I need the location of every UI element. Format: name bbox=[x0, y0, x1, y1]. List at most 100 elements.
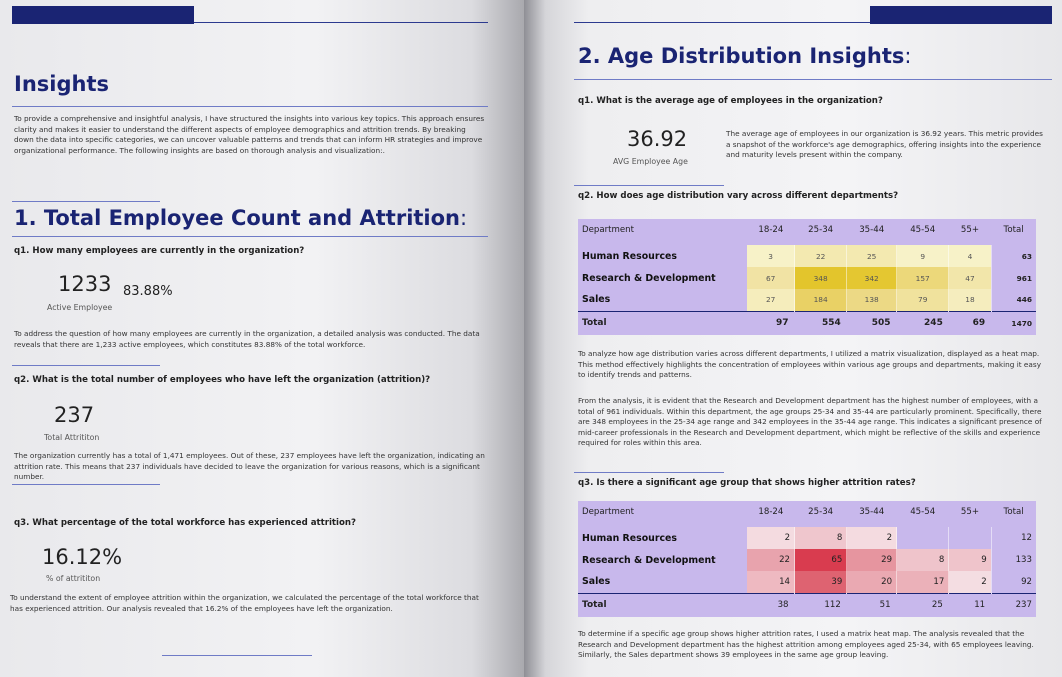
matrix-header-cell: 45-54 bbox=[896, 219, 949, 241]
divider bbox=[12, 106, 488, 107]
matrix-header-cell: 45-54 bbox=[896, 501, 949, 523]
intro-text: To provide a comprehensive and insightfu… bbox=[14, 114, 485, 155]
matrix-dept-label: Research & Development bbox=[578, 267, 748, 289]
question-q2-age: q2. How does age distribution vary acros… bbox=[578, 191, 899, 201]
attrition-pct-label: % of attrititon bbox=[46, 574, 101, 583]
matrix-header-cell: 18-24 bbox=[747, 501, 795, 523]
q3-age-text: To determine if a specific age group sho… bbox=[578, 629, 1034, 660]
matrix-total-cell: 505 bbox=[846, 310, 897, 335]
matrix-total-label: Total bbox=[578, 592, 748, 617]
avg-age-text: The average age of employees in our orga… bbox=[726, 129, 1043, 160]
header-bar-left bbox=[12, 6, 194, 24]
matrix-total-cell: 51 bbox=[846, 592, 897, 617]
q3-text: To understand the extent of employee att… bbox=[10, 593, 479, 613]
header-line-left bbox=[194, 22, 488, 23]
matrix-row-total: 92 bbox=[991, 571, 1036, 593]
matrix-cell: 18 bbox=[948, 289, 992, 311]
matrix-cell: 138 bbox=[846, 289, 898, 311]
matrix-cell: 79 bbox=[896, 289, 950, 311]
matrix-total-cell: 97 bbox=[747, 310, 795, 335]
matrix-row-total: 961 bbox=[991, 267, 1036, 289]
matrix-cell: 29 bbox=[846, 549, 898, 571]
matrix-cell: 2 bbox=[846, 527, 898, 549]
matrix-cell: 348 bbox=[794, 267, 848, 289]
matrix-cell: 184 bbox=[794, 289, 848, 311]
avg-age-value: 36.92 bbox=[627, 127, 688, 151]
matrix-header-cell: 25-34 bbox=[794, 501, 847, 523]
matrix-row: Sales 27 184 138 79 18 446 bbox=[578, 289, 1036, 311]
matrix-dept-label: Human Resources bbox=[578, 527, 748, 549]
matrix-cell: 27 bbox=[747, 289, 796, 311]
matrix-total-cell: 38 bbox=[747, 592, 795, 617]
header-line-right bbox=[574, 22, 870, 23]
insights-title: Insights bbox=[14, 72, 109, 96]
matrix-cell: 3 bbox=[747, 245, 796, 267]
total-attrition-label: Total Attrititon bbox=[44, 433, 100, 442]
matrix-header-cell: Total bbox=[991, 219, 1036, 241]
matrix-total-cell: 11 bbox=[948, 592, 992, 617]
question-q1: q1. How many employees are currently in … bbox=[14, 246, 305, 256]
header-bar-right bbox=[870, 6, 1052, 24]
matrix-cell: 39 bbox=[794, 571, 848, 593]
matrix-header-cell: 35-44 bbox=[846, 219, 897, 241]
matrix-cell: 14 bbox=[747, 571, 796, 593]
matrix-header-cell: 18-24 bbox=[747, 219, 795, 241]
matrix-cell: 2 bbox=[948, 571, 992, 593]
footer-line bbox=[162, 655, 312, 656]
age-department-matrix: Department 18-24 25-34 35-44 45-54 55+ Total Hu… bbox=[578, 219, 1036, 335]
matrix-row: Research & Development 67 348 342 157 47 961 bbox=[578, 267, 1036, 289]
matrix-header-cell: 55+ bbox=[948, 501, 992, 523]
matrix-grand-total: 1470 bbox=[991, 310, 1036, 335]
matrix-cell: 4 bbox=[948, 245, 992, 267]
matrix-row-total: 12 bbox=[991, 527, 1036, 549]
matrix-dept-label: Sales bbox=[578, 289, 748, 311]
matrix-cell: 22 bbox=[794, 245, 848, 267]
matrix-total-cell: 25 bbox=[896, 592, 949, 617]
matrix-row: Human Resources 3 22 25 9 4 63 bbox=[578, 245, 1036, 267]
section2-title: 2. Age Distribution Insights: bbox=[578, 44, 912, 68]
matrix-cell: 8 bbox=[896, 549, 950, 571]
question-q3-age: q3. Is there a significant age group tha… bbox=[578, 478, 916, 488]
matrix-header-row: Department 18-24 25-34 35-44 45-54 55+ Total bbox=[578, 219, 1036, 241]
matrix-row-total: 446 bbox=[991, 289, 1036, 311]
divider bbox=[12, 236, 488, 237]
right-page: 2. Age Distribution Insights: q1. What i… bbox=[524, 0, 1062, 677]
section1-title: 1. Total Employee Count and Attrition: bbox=[14, 206, 468, 230]
matrix-cell: 65 bbox=[794, 549, 848, 571]
q2-age-text-2: From the analysis, it is evident that th… bbox=[578, 396, 1042, 448]
question-q3: q3. What percentage of the total workfor… bbox=[14, 518, 356, 528]
matrix-dept-label: Sales bbox=[578, 571, 748, 593]
matrix-dept-label: Research & Development bbox=[578, 549, 748, 571]
matrix-cell bbox=[948, 527, 992, 549]
matrix-dept-label: Human Resources bbox=[578, 245, 748, 267]
matrix-cell: 2 bbox=[747, 527, 796, 549]
divider bbox=[574, 185, 724, 186]
matrix-total-row: Total 97 554 505 245 69 1470 bbox=[578, 310, 1036, 335]
matrix-header-cell: Department bbox=[578, 501, 748, 523]
matrix-cell: 67 bbox=[747, 267, 796, 289]
age-attrition-matrix: Department 18-24 25-34 35-44 45-54 55+ Total Hu… bbox=[578, 501, 1036, 617]
divider bbox=[574, 79, 1052, 80]
active-employee-value: 1233 bbox=[58, 272, 112, 296]
active-employee-label: Active Employee bbox=[47, 303, 113, 312]
question-q1-age: q1. What is the average age of employees… bbox=[578, 96, 883, 106]
matrix-cell: 8 bbox=[794, 527, 848, 549]
matrix-total-cell: 245 bbox=[896, 310, 949, 335]
matrix-header-cell: 35-44 bbox=[846, 501, 897, 523]
divider bbox=[12, 201, 160, 202]
matrix-cell: 47 bbox=[948, 267, 992, 289]
matrix-cell: 9 bbox=[948, 549, 992, 571]
matrix-row-total: 133 bbox=[991, 549, 1036, 571]
q2-age-text-1: To analyze how age distribution varies a… bbox=[578, 349, 1042, 380]
matrix-cell: 25 bbox=[846, 245, 898, 267]
matrix-total-cell: 69 bbox=[948, 310, 992, 335]
matrix-cell: 20 bbox=[846, 571, 898, 593]
matrix-cell: 17 bbox=[896, 571, 950, 593]
avg-age-label: AVG Employee Age bbox=[613, 157, 688, 166]
matrix-cell bbox=[896, 527, 950, 549]
matrix-row-total: 63 bbox=[991, 245, 1036, 267]
matrix-header-cell: Department bbox=[578, 219, 748, 241]
matrix-row: Sales 14 39 20 17 2 92 bbox=[578, 571, 1036, 593]
left-page: Insights To provide a comprehensive and … bbox=[0, 0, 524, 677]
matrix-header-cell: 55+ bbox=[948, 219, 992, 241]
